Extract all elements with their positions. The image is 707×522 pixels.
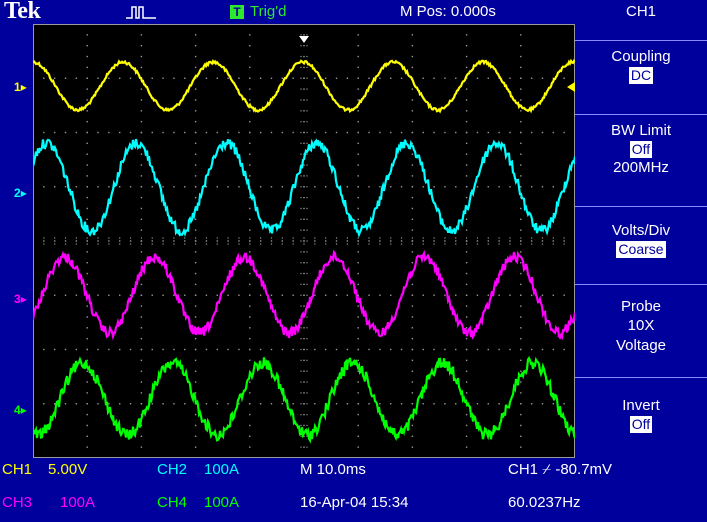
coupling-value: DC <box>628 67 654 84</box>
invert-label: Invert <box>622 397 660 414</box>
ch1-waveform <box>33 58 575 114</box>
ch4-waveform <box>33 355 575 444</box>
trigger-status: Trig'd <box>250 3 287 20</box>
brand-logo: Tek <box>4 0 41 24</box>
ch3-waveform <box>33 249 575 341</box>
graticule-grid <box>33 24 575 458</box>
bw-limit-label: BW Limit <box>611 122 671 139</box>
probe-label: Probe <box>620 298 662 315</box>
invert-value: Off <box>629 416 653 433</box>
waveform-display[interactable] <box>33 24 575 458</box>
ch2-marker[interactable]: 2▸ <box>14 186 27 200</box>
probe-type: Voltage <box>615 337 667 354</box>
trigger-badge: T <box>230 5 244 19</box>
acquisition-mode-icon <box>126 6 156 19</box>
ch2-waveform <box>33 138 575 238</box>
ch1-label: CH1 <box>2 461 33 478</box>
ch3-scale: 100A <box>60 494 96 511</box>
bw-limit-menu-button[interactable]: BW Limit Off 200MHz <box>575 114 707 206</box>
ch3-label: CH3 <box>2 494 33 511</box>
ch4-label: CH4 <box>157 494 188 511</box>
ch4-marker[interactable]: 4▸ <box>14 403 27 417</box>
trigger-level-marker <box>567 82 575 92</box>
probe-attenuation: 10X <box>627 317 655 334</box>
waveform-graticule <box>33 24 575 458</box>
ch3-marker[interactable]: 3▸ <box>14 292 27 306</box>
bw-limit-value: Off <box>629 141 653 158</box>
menu-title: CH1 <box>625 3 656 20</box>
ch1-scale: 5.00V <box>48 461 88 478</box>
probe-menu-button[interactable]: Probe 10X Voltage <box>575 284 707 377</box>
waveforms <box>33 58 575 444</box>
horizontal-position: M Pos: 0.000s <box>400 3 496 20</box>
invert-menu-button[interactable]: Invert Off <box>575 377 707 461</box>
graticule-border <box>33 24 575 458</box>
volts-div-menu-button[interactable]: Volts/Div Coarse <box>575 206 707 284</box>
ch2-label: CH2 <box>157 461 188 478</box>
volts-div-label: Volts/Div <box>611 222 671 239</box>
ch1-marker[interactable]: 1▸ <box>14 80 27 94</box>
ch2-scale: 100A <box>204 461 240 478</box>
ch4-scale: 100A <box>204 494 240 511</box>
status-bar: Tek T Trig'd M Pos: 0.000s <box>0 0 575 24</box>
coupling-menu-button[interactable]: Coupling DC <box>575 40 707 114</box>
volts-div-value: Coarse <box>616 241 666 258</box>
date-time: 16-Apr-04 15:34 <box>300 494 409 511</box>
trigger-position-marker <box>299 36 309 43</box>
frequency-readout: 60.0237Hz <box>508 494 581 511</box>
trigger-readout: CH1 ⌿ -80.7mV <box>508 461 613 478</box>
bw-limit-frequency: 200MHz <box>613 159 669 176</box>
coupling-label: Coupling <box>611 48 671 65</box>
timebase: M 10.0ms <box>300 461 366 478</box>
readout-bar: CH1 5.00V CH2 100A M 10.0ms CH1 ⌿ -80.7m… <box>0 460 707 522</box>
side-menu: CH1 Coupling DC BW Limit Off 200MHz Volt… <box>575 0 707 460</box>
